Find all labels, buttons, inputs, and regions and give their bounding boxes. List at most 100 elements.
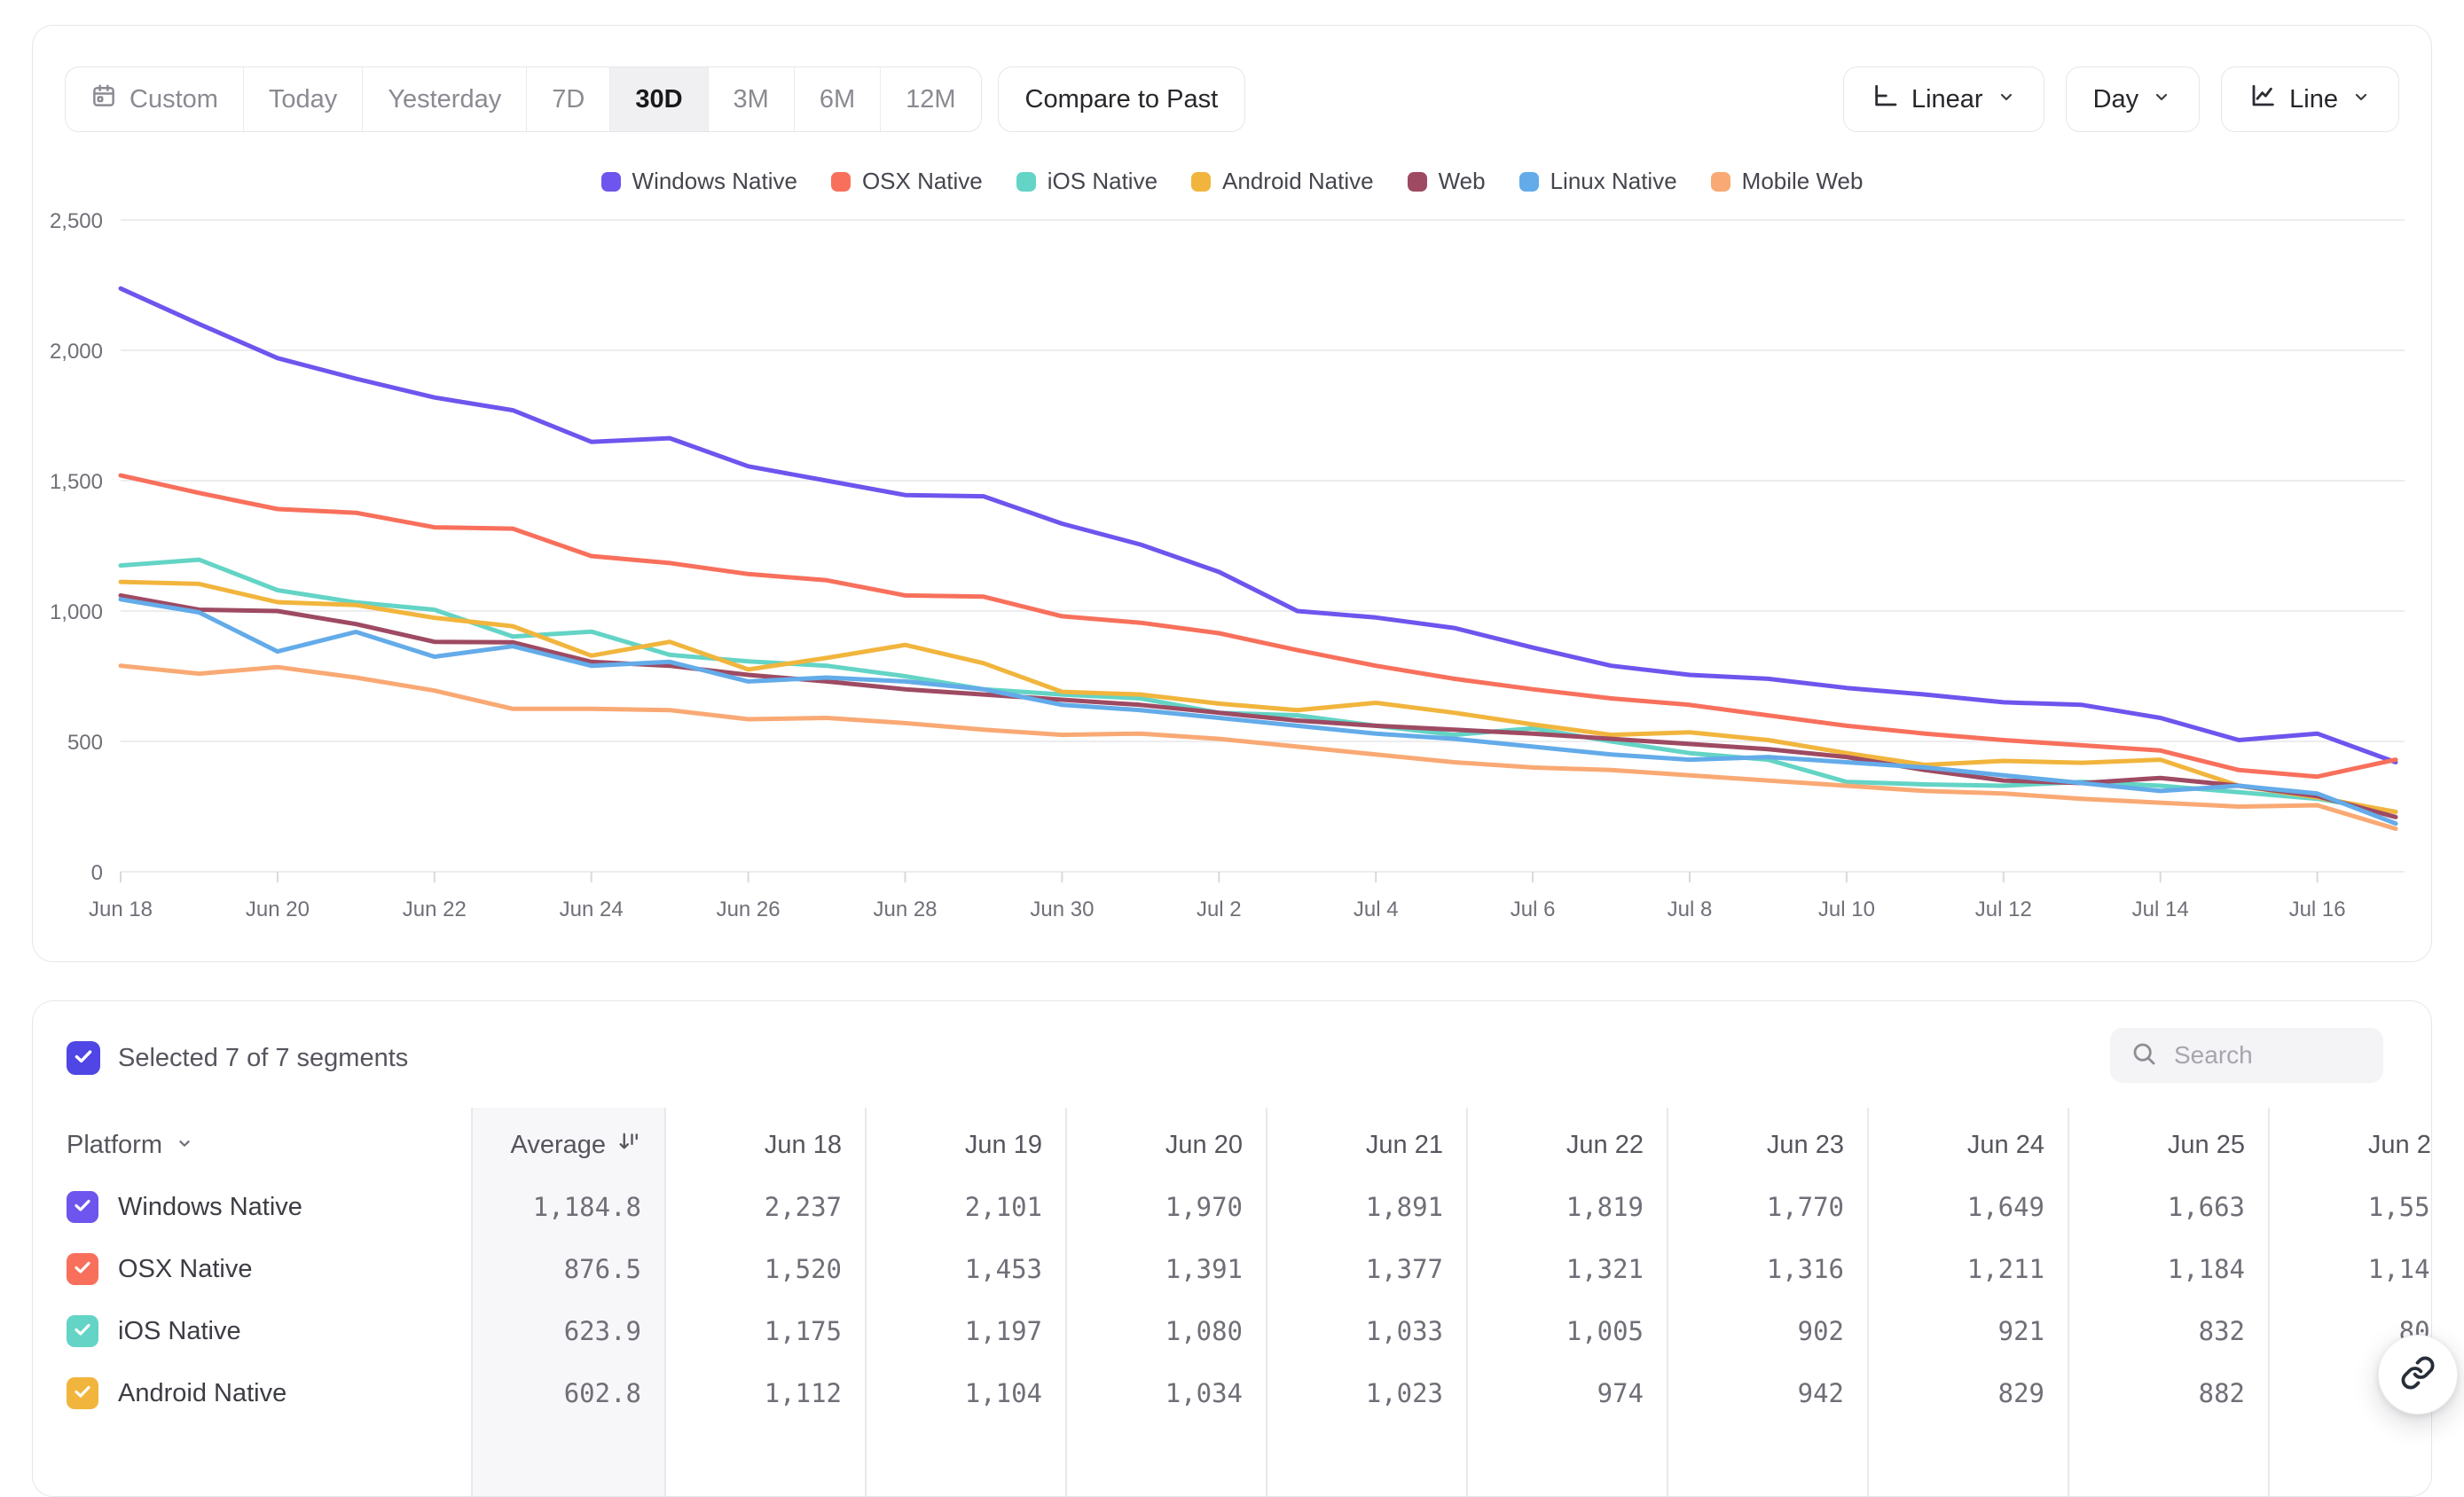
x-axis-tick-label: Jul 2 (1197, 897, 1242, 921)
platform-header[interactable]: Platform (33, 1131, 471, 1160)
link-icon (2400, 1355, 2436, 1395)
x-axis-tick-label: Jun 22 (403, 897, 467, 921)
y-axis-tick-label: 1,000 (50, 600, 103, 624)
value-cell: 832 (2198, 1316, 2245, 1346)
legend-item-web[interactable]: Web (1407, 168, 1486, 195)
value-cell: 921 (1997, 1316, 2044, 1346)
x-axis-tick-label: Jul 6 (1511, 897, 1556, 921)
legend-item-ios-native[interactable]: iOS Native (1016, 168, 1157, 195)
value-cell: 1,142 (2367, 1254, 2431, 1284)
row-checkbox[interactable] (67, 1315, 98, 1347)
value-cell: 1,184 (2167, 1254, 2245, 1284)
value-cell: 1,175 (764, 1316, 842, 1346)
date-header: Jun 26 (2367, 1130, 2431, 1159)
toolbar-left-group: Custom Today Yesterday 7D 30D 3M 6M 12M … (65, 67, 1246, 132)
column-divider (471, 1108, 473, 1496)
chart-legend: Windows Native OSX Native iOS Native Androi… (33, 168, 2431, 195)
value-cell: 829 (1997, 1378, 2044, 1408)
range-6m-button[interactable]: 6M (793, 67, 880, 131)
value-cell: 942 (1797, 1378, 1844, 1408)
average-header-label: Average (510, 1130, 607, 1159)
average-header[interactable]: Average (471, 1129, 664, 1161)
column-divider (664, 1108, 666, 1496)
check-icon (72, 1381, 93, 1407)
value-cell: 1,453 (964, 1254, 1042, 1284)
chevron-down-icon (1996, 85, 2017, 114)
range-yesterday-button[interactable]: Yesterday (362, 67, 526, 131)
interval-dropdown[interactable]: Day (2065, 67, 2201, 132)
search-box (2110, 1028, 2383, 1083)
x-axis-tick-label: Jun 20 (246, 897, 310, 921)
legend-item-windows-native[interactable]: Windows Native (600, 168, 797, 195)
legend-swatch (1710, 171, 1730, 192)
legend-item-linux-native[interactable]: Linux Native (1518, 168, 1677, 195)
compare-to-past-button[interactable]: Compare to Past (997, 67, 1246, 132)
x-axis-tick-label: Jun 24 (560, 897, 624, 921)
platform-header-label: Platform (67, 1130, 162, 1159)
range-today-button[interactable]: Today (242, 67, 362, 131)
chart-toolbar: Custom Today Yesterday 7D 30D 3M 6M 12M … (65, 67, 2399, 132)
date-header: Jun 24 (1966, 1130, 2044, 1159)
value-cell: 1,520 (764, 1254, 842, 1284)
value-cell: 1,770 (1766, 1192, 1844, 1222)
value-cell: 1,023 (1365, 1378, 1443, 1408)
legend-item-osx-native[interactable]: OSX Native (830, 168, 983, 195)
chart-card: Custom Today Yesterday 7D 30D 3M 6M 12M … (32, 25, 2432, 962)
date-header: Jun 19 (964, 1130, 1042, 1159)
table-header-row: Platform Average Jun 18 Jun 19 Jun 20 Jun 21 J… (33, 1114, 2431, 1176)
date-header: Jun 23 (1766, 1130, 1844, 1159)
chevron-down-icon (2350, 85, 2372, 114)
row-checkbox[interactable] (67, 1377, 98, 1409)
value-cell: 1,104 (964, 1378, 1042, 1408)
range-label: Custom (129, 84, 218, 114)
chevron-down-icon (175, 1131, 194, 1160)
x-axis-tick-label: Jul 16 (2289, 897, 2346, 921)
legend-swatch (1407, 171, 1427, 192)
share-link-button[interactable] (2378, 1335, 2458, 1415)
value-cell: 1,663 (2167, 1192, 2245, 1222)
value-cell: 1,891 (1365, 1192, 1443, 1222)
value-cell: 2,101 (964, 1192, 1042, 1222)
series-line-windows-native (118, 286, 2398, 764)
select-all-checkbox[interactable] (67, 1041, 100, 1075)
y-axis-tick-label: 0 (91, 861, 103, 885)
range-custom-button[interactable]: Custom (66, 67, 243, 131)
row-checkbox[interactable] (67, 1253, 98, 1285)
search-input[interactable] (2172, 1040, 2376, 1070)
range-12m-button[interactable]: 12M (880, 67, 980, 131)
range-3m-button[interactable]: 3M (707, 67, 794, 131)
column-divider (2068, 1108, 2069, 1496)
legend-label: Mobile Web (1741, 168, 1864, 194)
value-cell: 1,197 (964, 1316, 1042, 1346)
calendar-icon (90, 82, 117, 116)
column-divider (1667, 1108, 1668, 1496)
chevron-down-icon (2151, 85, 2172, 114)
legend-item-mobile-web[interactable]: Mobile Web (1710, 168, 1864, 195)
check-icon (72, 1045, 95, 1072)
table-row-osx-native: OSX Native 876.5 1,520 1,453 1,391 1,377 1,321… (33, 1238, 2431, 1300)
x-axis-tick-label: Jul 10 (1818, 897, 1875, 921)
row-checkbox[interactable] (67, 1191, 98, 1223)
date-header: Jun 25 (2167, 1130, 2245, 1159)
range-7d-button[interactable]: 7D (526, 67, 609, 131)
platform-label: iOS Native (118, 1316, 241, 1345)
legend-swatch (1191, 171, 1212, 192)
y-axis-tick-label: 500 (67, 731, 103, 755)
platform-label: Android Native (118, 1378, 287, 1407)
x-axis-tick-label: Jul 12 (1975, 897, 2032, 921)
chart-type-dropdown[interactable]: Line (2221, 67, 2399, 132)
range-30d-button[interactable]: 30D (609, 67, 708, 131)
value-cell: 902 (1797, 1316, 1844, 1346)
scale-dropdown[interactable]: Linear (1842, 67, 2044, 132)
segments-bar: Selected 7 of 7 segments (33, 1001, 2431, 1113)
table-row-android-native: Android Native 602.8 1,112 1,104 1,034 1,023 9… (33, 1362, 2431, 1424)
check-icon (72, 1257, 93, 1282)
average-cell: 623.9 (563, 1316, 641, 1346)
toolbar-right-group: Linear Day Line (1842, 67, 2399, 132)
average-cell: 876.5 (563, 1254, 641, 1284)
line-chart[interactable]: 0 500 1,000 1,500 2,000 2,500 Jun 18 Jun 20 Jun … (33, 190, 2433, 961)
value-cell: 1,005 (1566, 1316, 1644, 1346)
check-icon (72, 1319, 93, 1344)
legend-item-android-native[interactable]: Android Native (1191, 168, 1374, 195)
legend-label: OSX Native (861, 168, 983, 194)
